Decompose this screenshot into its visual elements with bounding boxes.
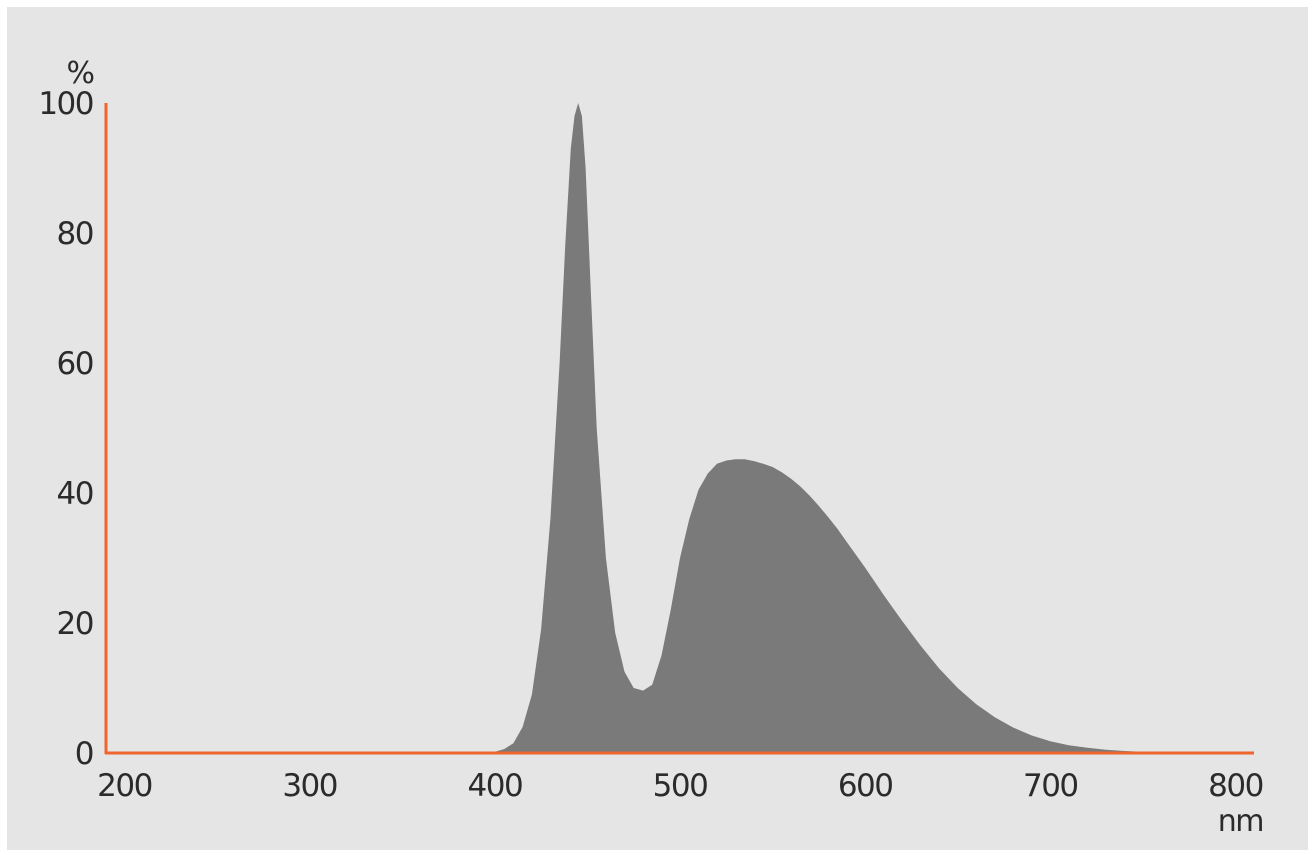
y-tick-label: 100 <box>38 86 93 122</box>
x-axis-unit-label: nm <box>1218 804 1263 839</box>
x-tick-label: 400 <box>468 768 523 804</box>
x-tick-label: 700 <box>1023 768 1078 804</box>
y-tick-label: 40 <box>57 476 93 512</box>
x-tick-label: 500 <box>653 768 708 804</box>
x-tick-label: 300 <box>282 768 337 804</box>
spectrum-area-series-0 <box>106 103 1254 753</box>
y-axis-unit-label: % <box>66 56 93 91</box>
y-tick-label: 80 <box>57 216 93 252</box>
y-tick-label: 60 <box>57 346 93 382</box>
x-tick-label: 200 <box>97 768 152 804</box>
y-tick-label: 20 <box>57 606 93 642</box>
x-tick-label: 800 <box>1208 768 1263 804</box>
y-tick-label: 0 <box>75 736 93 772</box>
x-tick-label: 600 <box>838 768 893 804</box>
